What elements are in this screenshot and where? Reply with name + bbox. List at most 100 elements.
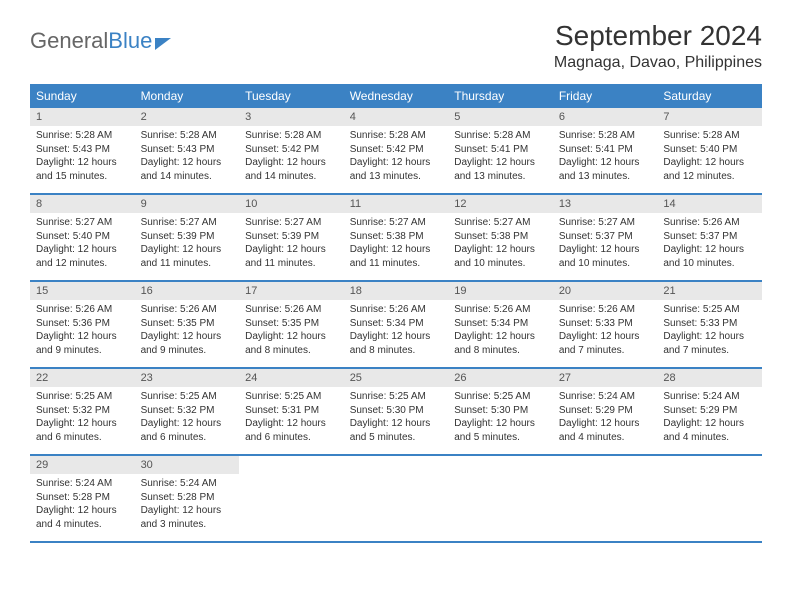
calendar-day-cell: 26Sunrise: 5:25 AMSunset: 5:30 PMDayligh… bbox=[448, 368, 553, 455]
daylight-line: Daylight: 12 hours and 4 minutes. bbox=[559, 417, 652, 444]
day-details: Sunrise: 5:25 AMSunset: 5:31 PMDaylight:… bbox=[239, 387, 344, 454]
day-details: Sunrise: 5:26 AMSunset: 5:35 PMDaylight:… bbox=[135, 300, 240, 367]
sunset-line: Sunset: 5:30 PM bbox=[454, 404, 547, 418]
sunset-line: Sunset: 5:37 PM bbox=[663, 230, 756, 244]
sunrise-line: Sunrise: 5:26 AM bbox=[350, 303, 443, 317]
sunset-line: Sunset: 5:39 PM bbox=[245, 230, 338, 244]
daylight-line: Daylight: 12 hours and 3 minutes. bbox=[141, 504, 234, 531]
calendar-day-cell bbox=[239, 455, 344, 542]
daylight-line: Daylight: 12 hours and 7 minutes. bbox=[559, 330, 652, 357]
calendar-day-cell: 18Sunrise: 5:26 AMSunset: 5:34 PMDayligh… bbox=[344, 281, 449, 368]
day-number: 25 bbox=[344, 369, 449, 387]
day-header: Wednesday bbox=[344, 84, 449, 108]
calendar-day-cell: 16Sunrise: 5:26 AMSunset: 5:35 PMDayligh… bbox=[135, 281, 240, 368]
sunrise-line: Sunrise: 5:26 AM bbox=[454, 303, 547, 317]
sunset-line: Sunset: 5:29 PM bbox=[663, 404, 756, 418]
day-number: 19 bbox=[448, 282, 553, 300]
daylight-line: Daylight: 12 hours and 14 minutes. bbox=[245, 156, 338, 183]
calendar-day-cell: 17Sunrise: 5:26 AMSunset: 5:35 PMDayligh… bbox=[239, 281, 344, 368]
calendar-day-cell: 28Sunrise: 5:24 AMSunset: 5:29 PMDayligh… bbox=[657, 368, 762, 455]
sunset-line: Sunset: 5:34 PM bbox=[350, 317, 443, 331]
sunset-line: Sunset: 5:35 PM bbox=[245, 317, 338, 331]
sunrise-line: Sunrise: 5:28 AM bbox=[663, 129, 756, 143]
day-number: 16 bbox=[135, 282, 240, 300]
day-number: 5 bbox=[448, 108, 553, 126]
month-title: September 2024 bbox=[554, 20, 762, 52]
day-details: Sunrise: 5:27 AMSunset: 5:40 PMDaylight:… bbox=[30, 213, 135, 280]
sunset-line: Sunset: 5:35 PM bbox=[141, 317, 234, 331]
day-header: Saturday bbox=[657, 84, 762, 108]
sunset-line: Sunset: 5:29 PM bbox=[559, 404, 652, 418]
day-header: Monday bbox=[135, 84, 240, 108]
daylight-line: Daylight: 12 hours and 9 minutes. bbox=[141, 330, 234, 357]
calendar-day-cell: 12Sunrise: 5:27 AMSunset: 5:38 PMDayligh… bbox=[448, 194, 553, 281]
day-details: Sunrise: 5:28 AMSunset: 5:41 PMDaylight:… bbox=[553, 126, 658, 193]
sunset-line: Sunset: 5:40 PM bbox=[36, 230, 129, 244]
sunset-line: Sunset: 5:36 PM bbox=[36, 317, 129, 331]
day-details: Sunrise: 5:27 AMSunset: 5:38 PMDaylight:… bbox=[344, 213, 449, 280]
sunset-line: Sunset: 5:41 PM bbox=[454, 143, 547, 157]
sunrise-line: Sunrise: 5:28 AM bbox=[141, 129, 234, 143]
day-number: 9 bbox=[135, 195, 240, 213]
day-number: 14 bbox=[657, 195, 762, 213]
sunrise-line: Sunrise: 5:27 AM bbox=[36, 216, 129, 230]
day-details: Sunrise: 5:24 AMSunset: 5:28 PMDaylight:… bbox=[135, 474, 240, 541]
daylight-line: Daylight: 12 hours and 13 minutes. bbox=[350, 156, 443, 183]
sunrise-line: Sunrise: 5:26 AM bbox=[663, 216, 756, 230]
day-details: Sunrise: 5:26 AMSunset: 5:37 PMDaylight:… bbox=[657, 213, 762, 280]
sunrise-line: Sunrise: 5:24 AM bbox=[36, 477, 129, 491]
daylight-line: Daylight: 12 hours and 8 minutes. bbox=[245, 330, 338, 357]
day-number: 10 bbox=[239, 195, 344, 213]
calendar-day-cell: 2Sunrise: 5:28 AMSunset: 5:43 PMDaylight… bbox=[135, 108, 240, 194]
daylight-line: Daylight: 12 hours and 12 minutes. bbox=[663, 156, 756, 183]
daylight-line: Daylight: 12 hours and 6 minutes. bbox=[245, 417, 338, 444]
sunrise-line: Sunrise: 5:27 AM bbox=[559, 216, 652, 230]
day-header: Sunday bbox=[30, 84, 135, 108]
calendar-day-cell: 13Sunrise: 5:27 AMSunset: 5:37 PMDayligh… bbox=[553, 194, 658, 281]
sunset-line: Sunset: 5:43 PM bbox=[36, 143, 129, 157]
calendar-day-cell: 29Sunrise: 5:24 AMSunset: 5:28 PMDayligh… bbox=[30, 455, 135, 542]
sunrise-line: Sunrise: 5:26 AM bbox=[36, 303, 129, 317]
daylight-line: Daylight: 12 hours and 9 minutes. bbox=[36, 330, 129, 357]
day-number: 27 bbox=[553, 369, 658, 387]
daylight-line: Daylight: 12 hours and 15 minutes. bbox=[36, 156, 129, 183]
day-number: 13 bbox=[553, 195, 658, 213]
sunrise-line: Sunrise: 5:24 AM bbox=[559, 390, 652, 404]
daylight-line: Daylight: 12 hours and 10 minutes. bbox=[454, 243, 547, 270]
sunrise-line: Sunrise: 5:25 AM bbox=[141, 390, 234, 404]
day-number: 15 bbox=[30, 282, 135, 300]
logo-text-1: General bbox=[30, 28, 108, 54]
logo-text-2: Blue bbox=[108, 28, 152, 54]
day-details: Sunrise: 5:26 AMSunset: 5:33 PMDaylight:… bbox=[553, 300, 658, 367]
sail-icon bbox=[155, 38, 171, 50]
day-details: Sunrise: 5:26 AMSunset: 5:35 PMDaylight:… bbox=[239, 300, 344, 367]
calendar-day-cell: 14Sunrise: 5:26 AMSunset: 5:37 PMDayligh… bbox=[657, 194, 762, 281]
sunset-line: Sunset: 5:33 PM bbox=[663, 317, 756, 331]
calendar-day-cell: 1Sunrise: 5:28 AMSunset: 5:43 PMDaylight… bbox=[30, 108, 135, 194]
daylight-line: Daylight: 12 hours and 6 minutes. bbox=[36, 417, 129, 444]
day-details: Sunrise: 5:28 AMSunset: 5:40 PMDaylight:… bbox=[657, 126, 762, 193]
day-details: Sunrise: 5:24 AMSunset: 5:29 PMDaylight:… bbox=[553, 387, 658, 454]
calendar-body: 1Sunrise: 5:28 AMSunset: 5:43 PMDaylight… bbox=[30, 108, 762, 542]
sunrise-line: Sunrise: 5:24 AM bbox=[141, 477, 234, 491]
day-header: Tuesday bbox=[239, 84, 344, 108]
sunrise-line: Sunrise: 5:28 AM bbox=[350, 129, 443, 143]
calendar-day-cell bbox=[657, 455, 762, 542]
sunrise-line: Sunrise: 5:27 AM bbox=[245, 216, 338, 230]
day-number: 28 bbox=[657, 369, 762, 387]
day-number: 21 bbox=[657, 282, 762, 300]
day-header: Thursday bbox=[448, 84, 553, 108]
calendar-day-cell: 22Sunrise: 5:25 AMSunset: 5:32 PMDayligh… bbox=[30, 368, 135, 455]
daylight-line: Daylight: 12 hours and 6 minutes. bbox=[141, 417, 234, 444]
sunrise-line: Sunrise: 5:25 AM bbox=[36, 390, 129, 404]
day-number: 7 bbox=[657, 108, 762, 126]
day-header: Friday bbox=[553, 84, 658, 108]
day-details: Sunrise: 5:25 AMSunset: 5:32 PMDaylight:… bbox=[135, 387, 240, 454]
day-details: Sunrise: 5:27 AMSunset: 5:39 PMDaylight:… bbox=[135, 213, 240, 280]
daylight-line: Daylight: 12 hours and 14 minutes. bbox=[141, 156, 234, 183]
sunrise-line: Sunrise: 5:24 AM bbox=[663, 390, 756, 404]
sunset-line: Sunset: 5:28 PM bbox=[141, 491, 234, 505]
sunset-line: Sunset: 5:38 PM bbox=[454, 230, 547, 244]
sunset-line: Sunset: 5:40 PM bbox=[663, 143, 756, 157]
day-number: 30 bbox=[135, 456, 240, 474]
